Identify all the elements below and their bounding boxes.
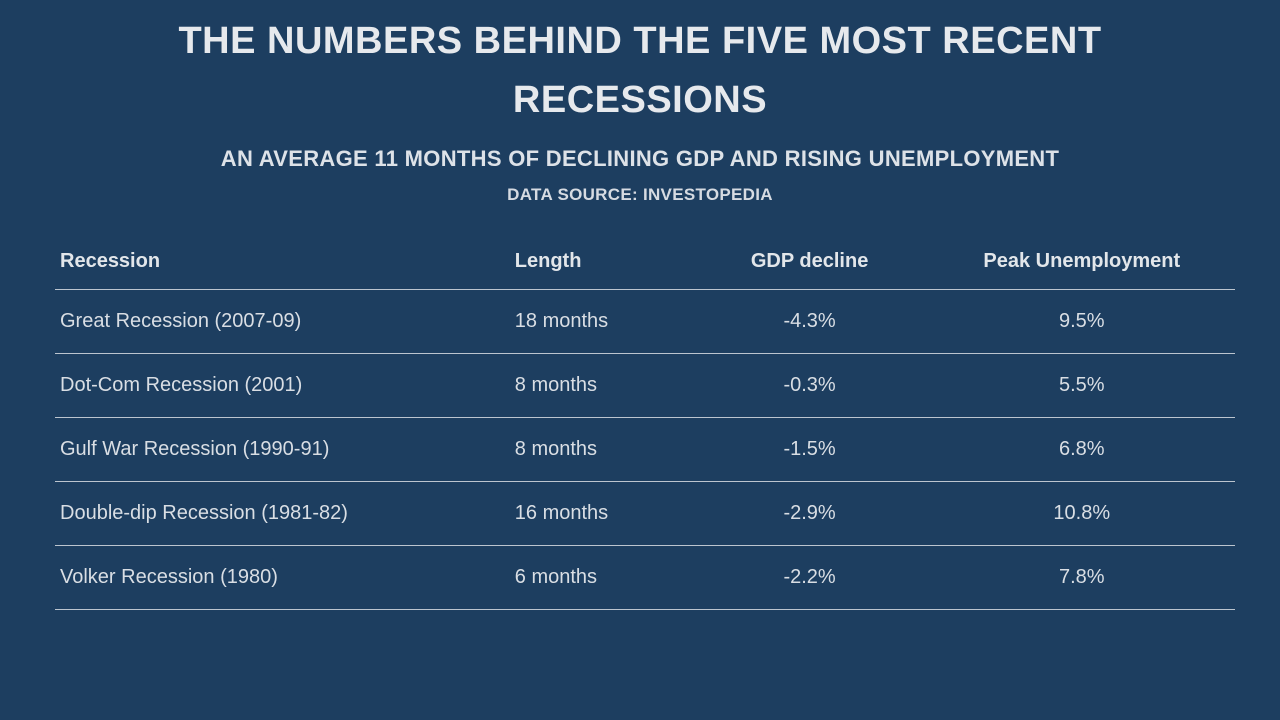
cell-peak-unemployment: 7.8% <box>928 545 1235 610</box>
data-source: DATA SOURCE: INVESTOPEDIA <box>507 184 773 204</box>
cell-recession: Dot-Com Recession (2001) <box>55 353 510 418</box>
cell-recession: Volker Recession (1980) <box>55 545 510 610</box>
table-header-row: Recession Length GDP decline Peak Unempl… <box>55 234 1235 290</box>
cell-length: 6 months <box>509 545 691 610</box>
table-row: Dot-Com Recession (2001) 8 months -0.3% … <box>55 353 1235 418</box>
column-header-peak-unemployment: Peak Unemployment <box>928 234 1235 290</box>
column-header-length: Length <box>509 234 691 290</box>
recessions-table: Recession Length GDP decline Peak Unempl… <box>55 234 1235 610</box>
cell-gdp-decline: -0.3% <box>690 353 929 418</box>
cell-gdp-decline: -2.2% <box>690 545 929 610</box>
cell-length: 8 months <box>509 417 691 482</box>
cell-peak-unemployment: 6.8% <box>928 417 1235 482</box>
cell-peak-unemployment: 5.5% <box>928 353 1235 418</box>
cell-gdp-decline: -1.5% <box>690 417 929 482</box>
column-header-recession: Recession <box>55 234 510 290</box>
cell-recession: Double-dip Recession (1981-82) <box>55 481 510 546</box>
table-row: Great Recession (2007-09) 18 months -4.3… <box>55 289 1235 354</box>
cell-gdp-decline: -2.9% <box>690 481 929 546</box>
cell-length: 8 months <box>509 353 691 418</box>
cell-gdp-decline: -4.3% <box>690 289 929 354</box>
page-subtitle: AN AVERAGE 11 MONTHS OF DECLINING GDP AN… <box>220 145 1060 171</box>
table-row: Volker Recession (1980) 6 months -2.2% 7… <box>55 545 1235 610</box>
cell-peak-unemployment: 10.8% <box>928 481 1235 546</box>
cell-length: 18 months <box>509 289 691 354</box>
column-header-gdp-decline: GDP decline <box>690 234 929 290</box>
cell-peak-unemployment: 9.5% <box>928 289 1235 354</box>
page-title: THE NUMBERS BEHIND THE FIVE MOST RECENT … <box>178 20 1102 121</box>
table-row: Double-dip Recession (1981-82) 16 months… <box>55 481 1235 546</box>
cell-recession: Gulf War Recession (1990-91) <box>55 417 510 482</box>
cell-recession: Great Recession (2007-09) <box>55 289 510 354</box>
cell-length: 16 months <box>509 481 691 546</box>
table-row: Gulf War Recession (1990-91) 8 months -1… <box>55 417 1235 482</box>
